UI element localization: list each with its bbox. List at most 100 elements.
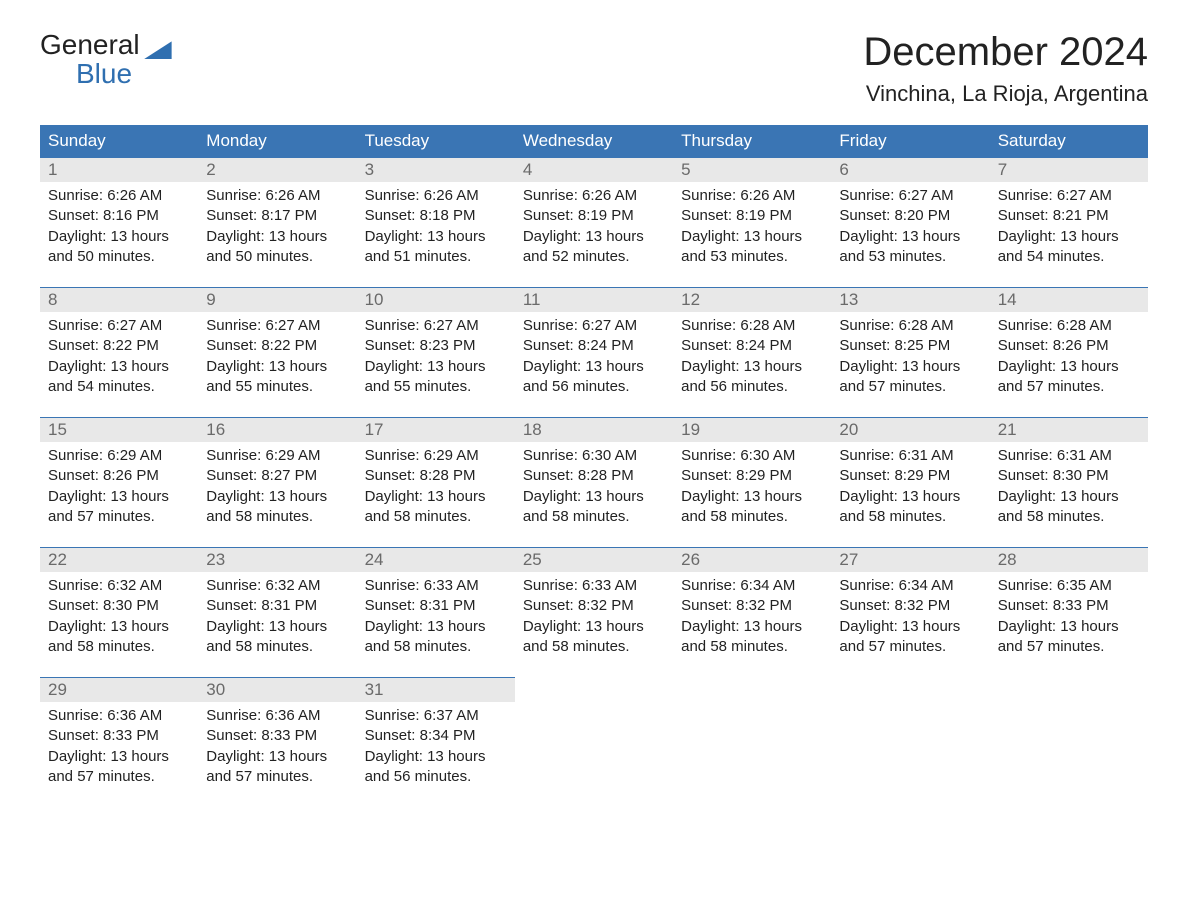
- daylight-line: Daylight: 13 hours and 53 minutes.: [681, 227, 823, 268]
- sunset-line: Sunset: 8:32 PM: [839, 596, 981, 616]
- daylight-line: Daylight: 13 hours and 58 minutes.: [523, 487, 665, 528]
- day-number: 23: [198, 548, 356, 572]
- day-content: Sunrise: 6:26 AMSunset: 8:16 PMDaylight:…: [40, 182, 198, 267]
- sunset-line: Sunset: 8:24 PM: [681, 336, 823, 356]
- month-title: December 2024: [863, 30, 1148, 75]
- day-cell: [831, 678, 989, 808]
- day-content: Sunrise: 6:29 AMSunset: 8:27 PMDaylight:…: [198, 442, 356, 527]
- day-cell: 27Sunrise: 6:34 AMSunset: 8:32 PMDayligh…: [831, 548, 989, 678]
- logo: General Blue: [40, 30, 172, 89]
- sunset-line: Sunset: 8:22 PM: [206, 336, 348, 356]
- sunrise-line: Sunrise: 6:27 AM: [365, 316, 507, 336]
- day-number: 26: [673, 548, 831, 572]
- daylight-line: Daylight: 13 hours and 56 minutes.: [523, 357, 665, 398]
- day-number: 24: [357, 548, 515, 572]
- sunrise-line: Sunrise: 6:32 AM: [48, 576, 190, 596]
- daylight-line: Daylight: 13 hours and 54 minutes.: [998, 227, 1140, 268]
- day-cell: 30Sunrise: 6:36 AMSunset: 8:33 PMDayligh…: [198, 678, 356, 808]
- day-number: 19: [673, 418, 831, 442]
- daylight-line: Daylight: 13 hours and 55 minutes.: [206, 357, 348, 398]
- day-content: Sunrise: 6:31 AMSunset: 8:29 PMDaylight:…: [831, 442, 989, 527]
- daylight-line: Daylight: 13 hours and 54 minutes.: [48, 357, 190, 398]
- day-content: Sunrise: 6:27 AMSunset: 8:22 PMDaylight:…: [198, 312, 356, 397]
- day-cell: [515, 678, 673, 808]
- daylight-line: Daylight: 13 hours and 50 minutes.: [206, 227, 348, 268]
- day-cell: 4Sunrise: 6:26 AMSunset: 8:19 PMDaylight…: [515, 158, 673, 288]
- daylight-line: Daylight: 13 hours and 57 minutes.: [839, 357, 981, 398]
- sunrise-line: Sunrise: 6:34 AM: [681, 576, 823, 596]
- daylight-line: Daylight: 13 hours and 55 minutes.: [365, 357, 507, 398]
- calendar-table: Sunday Monday Tuesday Wednesday Thursday…: [40, 125, 1148, 807]
- sunrise-line: Sunrise: 6:27 AM: [998, 186, 1140, 206]
- day-cell: 2Sunrise: 6:26 AMSunset: 8:17 PMDaylight…: [198, 158, 356, 288]
- week-row: 15Sunrise: 6:29 AMSunset: 8:26 PMDayligh…: [40, 418, 1148, 548]
- day-number: 29: [40, 678, 198, 702]
- daylight-line: Daylight: 13 hours and 52 minutes.: [523, 227, 665, 268]
- day-content: Sunrise: 6:37 AMSunset: 8:34 PMDaylight:…: [357, 702, 515, 787]
- day-content: Sunrise: 6:27 AMSunset: 8:24 PMDaylight:…: [515, 312, 673, 397]
- day-number: 1: [40, 158, 198, 182]
- daylight-line: Daylight: 13 hours and 57 minutes.: [48, 487, 190, 528]
- sunset-line: Sunset: 8:34 PM: [365, 726, 507, 746]
- daylight-line: Daylight: 13 hours and 58 minutes.: [998, 487, 1140, 528]
- col-saturday: Saturday: [990, 125, 1148, 158]
- sunrise-line: Sunrise: 6:33 AM: [365, 576, 507, 596]
- day-cell: 17Sunrise: 6:29 AMSunset: 8:28 PMDayligh…: [357, 418, 515, 548]
- sunset-line: Sunset: 8:16 PM: [48, 206, 190, 226]
- daylight-line: Daylight: 13 hours and 57 minutes.: [206, 747, 348, 788]
- sunrise-line: Sunrise: 6:26 AM: [206, 186, 348, 206]
- day-cell: 7Sunrise: 6:27 AMSunset: 8:21 PMDaylight…: [990, 158, 1148, 288]
- sunrise-line: Sunrise: 6:33 AM: [523, 576, 665, 596]
- sunset-line: Sunset: 8:17 PM: [206, 206, 348, 226]
- daylight-line: Daylight: 13 hours and 58 minutes.: [206, 617, 348, 658]
- sunrise-line: Sunrise: 6:27 AM: [206, 316, 348, 336]
- day-cell: 18Sunrise: 6:30 AMSunset: 8:28 PMDayligh…: [515, 418, 673, 548]
- day-number: 7: [990, 158, 1148, 182]
- sunset-line: Sunset: 8:25 PM: [839, 336, 981, 356]
- day-cell: 6Sunrise: 6:27 AMSunset: 8:20 PMDaylight…: [831, 158, 989, 288]
- day-content: Sunrise: 6:33 AMSunset: 8:32 PMDaylight:…: [515, 572, 673, 657]
- sunset-line: Sunset: 8:30 PM: [998, 466, 1140, 486]
- sunset-line: Sunset: 8:30 PM: [48, 596, 190, 616]
- day-cell: 12Sunrise: 6:28 AMSunset: 8:24 PMDayligh…: [673, 288, 831, 418]
- day-content: Sunrise: 6:28 AMSunset: 8:24 PMDaylight:…: [673, 312, 831, 397]
- sunset-line: Sunset: 8:26 PM: [998, 336, 1140, 356]
- sunset-line: Sunset: 8:33 PM: [48, 726, 190, 746]
- day-number: 13: [831, 288, 989, 312]
- header-row: Sunday Monday Tuesday Wednesday Thursday…: [40, 125, 1148, 158]
- sunset-line: Sunset: 8:29 PM: [839, 466, 981, 486]
- sunset-line: Sunset: 8:20 PM: [839, 206, 981, 226]
- day-content: Sunrise: 6:27 AMSunset: 8:21 PMDaylight:…: [990, 182, 1148, 267]
- day-number: 15: [40, 418, 198, 442]
- week-row: 22Sunrise: 6:32 AMSunset: 8:30 PMDayligh…: [40, 548, 1148, 678]
- day-number: 11: [515, 288, 673, 312]
- sunset-line: Sunset: 8:22 PM: [48, 336, 190, 356]
- daylight-line: Daylight: 13 hours and 58 minutes.: [839, 487, 981, 528]
- day-content: Sunrise: 6:27 AMSunset: 8:20 PMDaylight:…: [831, 182, 989, 267]
- day-content: Sunrise: 6:27 AMSunset: 8:23 PMDaylight:…: [357, 312, 515, 397]
- logo-text-line2: Blue: [40, 59, 172, 88]
- sunrise-line: Sunrise: 6:29 AM: [365, 446, 507, 466]
- day-number: 6: [831, 158, 989, 182]
- sunset-line: Sunset: 8:18 PM: [365, 206, 507, 226]
- sunrise-line: Sunrise: 6:31 AM: [839, 446, 981, 466]
- day-content: Sunrise: 6:27 AMSunset: 8:22 PMDaylight:…: [40, 312, 198, 397]
- day-content: Sunrise: 6:30 AMSunset: 8:29 PMDaylight:…: [673, 442, 831, 527]
- day-cell: 28Sunrise: 6:35 AMSunset: 8:33 PMDayligh…: [990, 548, 1148, 678]
- day-cell: [990, 678, 1148, 808]
- day-content: Sunrise: 6:30 AMSunset: 8:28 PMDaylight:…: [515, 442, 673, 527]
- sunrise-line: Sunrise: 6:36 AM: [48, 706, 190, 726]
- day-content: Sunrise: 6:31 AMSunset: 8:30 PMDaylight:…: [990, 442, 1148, 527]
- day-number: 3: [357, 158, 515, 182]
- day-number: 27: [831, 548, 989, 572]
- day-cell: 20Sunrise: 6:31 AMSunset: 8:29 PMDayligh…: [831, 418, 989, 548]
- sunset-line: Sunset: 8:19 PM: [681, 206, 823, 226]
- day-number: 4: [515, 158, 673, 182]
- day-cell: 31Sunrise: 6:37 AMSunset: 8:34 PMDayligh…: [357, 678, 515, 808]
- sunrise-line: Sunrise: 6:26 AM: [365, 186, 507, 206]
- day-cell: 1Sunrise: 6:26 AMSunset: 8:16 PMDaylight…: [40, 158, 198, 288]
- sunset-line: Sunset: 8:19 PM: [523, 206, 665, 226]
- sunset-line: Sunset: 8:32 PM: [681, 596, 823, 616]
- day-number: 31: [357, 678, 515, 702]
- day-cell: 21Sunrise: 6:31 AMSunset: 8:30 PMDayligh…: [990, 418, 1148, 548]
